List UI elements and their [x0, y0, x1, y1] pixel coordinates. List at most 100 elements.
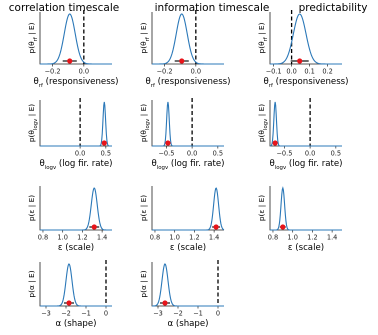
x-tick-label: 0.0 — [191, 68, 202, 76]
x-axis-label: α (shape) — [167, 319, 208, 329]
axis-spines — [39, 262, 112, 307]
posterior-panel: −0.1 0.0 0.1 0.2 p(θrf | E) θrf (responsivene… — [257, 10, 349, 89]
x-tick-label: 0.1 — [304, 68, 315, 76]
y-axis-label: p(θrf | E) — [27, 22, 39, 53]
posterior-density-curve — [40, 13, 112, 65]
x-tick-label: 1.0 — [169, 234, 180, 242]
x-axis-label: ε (scale) — [288, 243, 324, 253]
posterior-mean-point — [66, 300, 72, 306]
posterior-density-curve — [152, 13, 224, 65]
posterior-panel: 0.0 0.5 p(θlogv | E) θlogv (log fir. rate) — [27, 98, 113, 171]
x-tick-label: 1.0 — [57, 234, 68, 242]
x-tick-label: 0.0 — [79, 68, 90, 76]
x-axis-label: θlogv (log fir. rate) — [39, 159, 112, 171]
x-tick-label: 1.0 — [287, 234, 298, 242]
column-title: correlation timescale — [9, 2, 119, 14]
x-tick-label: 1.4 — [209, 234, 220, 242]
y-axis-label: p(θrf | E) — [257, 22, 269, 53]
x-tick-label: 1.4 — [327, 234, 338, 242]
x-tick-label: 1.2 — [77, 234, 88, 242]
posterior-density-curve — [270, 13, 342, 65]
posterior-mean-point — [67, 58, 73, 64]
y-axis-label: p(θlogv | E) — [27, 104, 39, 142]
x-tick-label: 0 — [104, 310, 108, 318]
x-tick-label: 0.5 — [331, 150, 342, 158]
axis-spines — [39, 186, 112, 231]
posterior-mean-point — [101, 140, 107, 146]
column-title: information timescale — [155, 2, 270, 14]
y-axis-label: p(α | E) — [139, 270, 148, 297]
x-axis-label: θlogv (log fir. rate) — [151, 159, 224, 171]
posterior-panel: −0.2 0.0 p(θrf | E) θrf (responsiveness) — [139, 10, 231, 89]
x-tick-label: −3 — [153, 310, 163, 318]
x-tick-label: −2 — [61, 310, 71, 318]
x-tick-label: 0.8 — [268, 234, 279, 242]
x-tick-label: −2 — [173, 310, 183, 318]
axis-spines — [269, 12, 342, 65]
x-axis-label: θrf (responsiveness) — [33, 77, 118, 89]
posterior-mean-point — [162, 300, 168, 306]
axis-spines — [151, 262, 224, 307]
x-tick-label: −0.5 — [158, 150, 174, 158]
x-tick-label: 0 — [216, 310, 220, 318]
column-title: predictability — [299, 2, 368, 14]
x-axis-label: α (shape) — [55, 319, 96, 329]
posterior-mean-point — [165, 140, 171, 146]
posterior-panel: −0.5 0.0 0.5 p(θlogv | E) θlogv (log fir. ra… — [139, 98, 225, 171]
y-axis-label: p(θlogv | E) — [139, 104, 151, 142]
y-axis-label: p(α | E) — [27, 270, 36, 297]
x-axis-label: θlogv (log fir. rate) — [269, 159, 342, 171]
posterior-density-curve — [152, 101, 224, 147]
x-axis-label: θrf (responsiveness) — [145, 77, 230, 89]
posterior-mean-point — [91, 224, 97, 230]
posterior-panel: −3 −2 −1 0 p(α | E) α (shape) — [27, 260, 112, 329]
x-tick-label: 0.0 — [305, 150, 316, 158]
y-axis-label: p(ε | E) — [257, 195, 266, 221]
x-tick-label: 0.8 — [38, 234, 49, 242]
posterior-panel: −3 −2 −1 0 p(α | E) α (shape) — [139, 260, 224, 329]
x-tick-label: −0.1 — [266, 68, 282, 76]
x-tick-label: 0.5 — [101, 150, 112, 158]
posterior-mean-point — [280, 224, 286, 230]
x-tick-label: 1.4 — [97, 234, 108, 242]
posterior-panel: 0.8 1.0 1.2 1.4 p(ε | E) ε (scale) — [27, 186, 112, 253]
x-tick-label: 1.2 — [307, 234, 318, 242]
posterior-density-curve — [270, 186, 342, 231]
x-tick-label: 0.0 — [75, 150, 86, 158]
posterior-density-curve — [40, 263, 112, 307]
y-axis-label: p(θrf | E) — [139, 22, 151, 53]
y-axis-label: p(ε | E) — [139, 195, 148, 221]
x-tick-label: −1 — [81, 310, 91, 318]
x-tick-label: −0.5 — [276, 150, 292, 158]
posterior-mean-point — [213, 224, 219, 230]
x-tick-label: 0.5 — [213, 150, 224, 158]
y-axis-label: p(ε | E) — [27, 195, 36, 221]
x-tick-label: −3 — [41, 310, 51, 318]
axis-spines — [39, 100, 112, 147]
x-tick-label: 0.0 — [187, 150, 198, 158]
posterior-density-curve — [152, 187, 225, 231]
posterior-panel: 0.8 1.0 1.2 1.4 p(ε | E) ε (scale) — [257, 186, 342, 253]
posterior-panel: −0.2 0.0 p(θrf | E) θrf (responsiveness) — [27, 10, 119, 89]
posterior-mean-point — [297, 58, 303, 64]
x-axis-label: ε (scale) — [58, 243, 94, 253]
y-axis-label: p(θlogv | E) — [257, 104, 269, 142]
x-tick-label: 0.8 — [150, 234, 161, 242]
posterior-mean-point — [272, 140, 278, 146]
x-tick-label: −0.2 — [45, 68, 61, 76]
posterior-mean-point — [179, 58, 185, 64]
x-tick-label: 0.2 — [322, 68, 333, 76]
posterior-panel: 0.8 1.0 1.2 1.4 p(ε | E) ε (scale) — [139, 186, 225, 253]
posterior-density-curve — [40, 187, 112, 231]
axis-spines — [269, 100, 342, 147]
posterior-density-curve — [151, 263, 224, 307]
x-tick-label: −0.2 — [157, 68, 173, 76]
posterior-density-curve — [269, 101, 342, 147]
x-tick-label: −1 — [193, 310, 203, 318]
x-axis-label: θrf (responsiveness) — [263, 77, 348, 89]
axis-spines — [151, 100, 224, 147]
x-tick-label: 0.0 — [286, 68, 297, 76]
posterior-density-curve — [40, 101, 112, 147]
posterior-panel: −0.5 0.0 0.5 p(θlogv | E) θlogv (log fir. ra… — [257, 98, 343, 171]
